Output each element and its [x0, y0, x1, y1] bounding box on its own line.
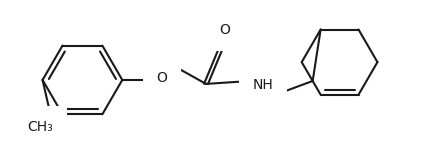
Text: O: O — [157, 71, 167, 85]
Text: O: O — [220, 23, 230, 37]
Text: NH: NH — [252, 78, 273, 92]
Text: CH₃: CH₃ — [28, 119, 53, 133]
